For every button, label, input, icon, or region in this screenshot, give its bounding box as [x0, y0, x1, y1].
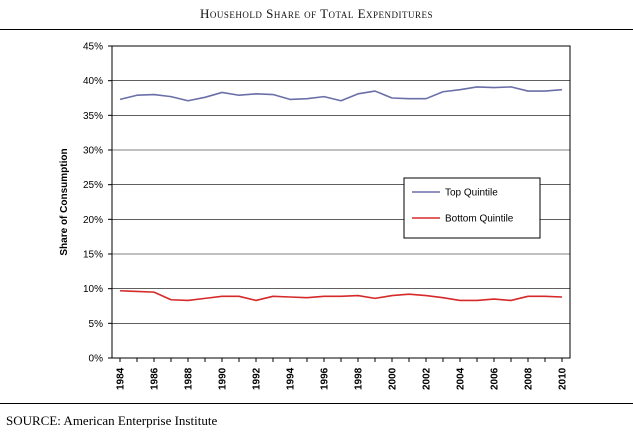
y-tick-label: 15%: [83, 250, 103, 261]
y-tick-label: 0%: [89, 354, 104, 365]
top-rule: [0, 29, 633, 30]
y-tick-label: 5%: [89, 319, 104, 330]
x-tick-label: 1990: [218, 367, 229, 390]
legend-box: [403, 177, 541, 239]
y-tick-label: 10%: [83, 284, 103, 295]
chart-title: Household Share of Total Expenditures: [199, 6, 434, 21]
x-tick-label: 1996: [320, 367, 331, 390]
x-tick-label: 2000: [388, 367, 399, 390]
y-tick-label: 20%: [83, 215, 103, 226]
x-tick-label: 2006: [490, 367, 501, 390]
source-note: SOURCE: American Enterprise Institute: [6, 413, 218, 428]
y-axis-label: Share of Consumption: [59, 148, 70, 255]
x-tick-label: 2010: [558, 367, 569, 390]
bottom-rule: [0, 403, 633, 404]
x-tick-label: 1988: [184, 367, 195, 390]
x-tick-label: 1994: [286, 367, 297, 390]
x-tick-label: 1992: [252, 367, 263, 390]
series-line-top-quintile: [119, 86, 563, 102]
x-tick-label: 2002: [422, 367, 433, 390]
series-line-bottom-quintile: [119, 289, 563, 302]
y-tick-label: 45%: [83, 42, 103, 53]
x-tick-label: 1986: [150, 367, 161, 390]
y-tick-label: 40%: [83, 76, 103, 87]
x-tick-label: 1984: [116, 367, 127, 390]
x-tick-label: 1998: [354, 367, 365, 390]
x-tick-label: 2004: [456, 367, 467, 390]
y-tick-label: 35%: [83, 111, 103, 122]
legend-label-bottom: Bottom Quintile: [445, 214, 514, 225]
y-tick-label: 25%: [83, 180, 103, 191]
legend-label-top: Top Quintile: [445, 188, 498, 199]
x-tick-label: 2008: [524, 367, 535, 390]
y-tick-label: 30%: [83, 146, 103, 157]
